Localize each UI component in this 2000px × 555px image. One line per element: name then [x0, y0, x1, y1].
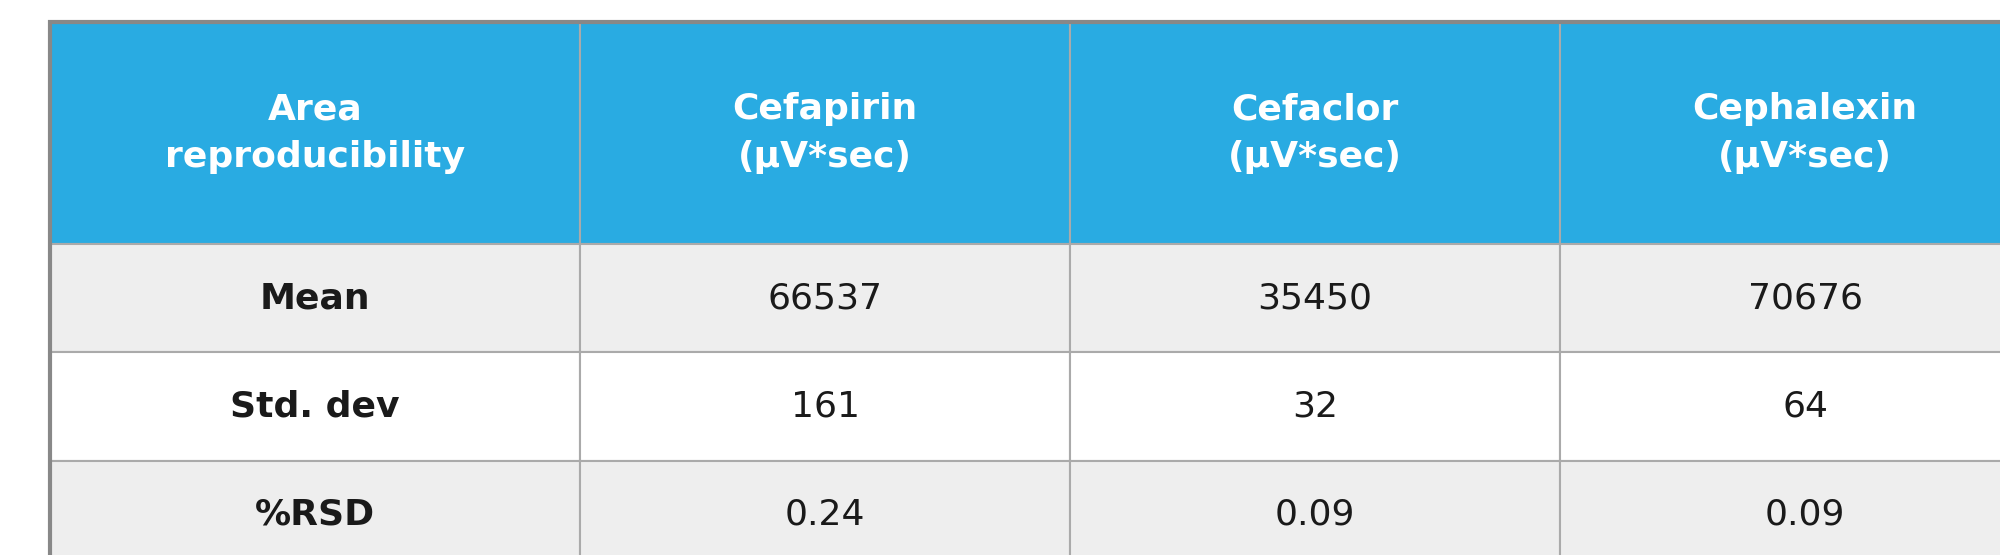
- Text: 64: 64: [1782, 390, 1828, 423]
- Text: Std. dev: Std. dev: [230, 390, 400, 423]
- Bar: [580, 352, 1070, 461]
- Bar: [580, 461, 1070, 555]
- Bar: [50, 244, 580, 352]
- Text: Cephalexin
(μV*sec): Cephalexin (μV*sec): [1692, 93, 1918, 174]
- Bar: [580, 244, 1070, 352]
- Bar: [1070, 244, 1560, 352]
- Bar: [1560, 22, 2000, 244]
- Text: 32: 32: [1292, 390, 1338, 423]
- Bar: [580, 22, 1070, 244]
- Text: 70676: 70676: [1748, 281, 1862, 315]
- Bar: [1070, 352, 1560, 461]
- Text: Cefaclor
(μV*sec): Cefaclor (μV*sec): [1228, 93, 1402, 174]
- Bar: [50, 22, 580, 244]
- Text: 0.09: 0.09: [1764, 498, 1846, 532]
- Bar: [1070, 461, 1560, 555]
- Bar: [1560, 352, 2000, 461]
- Text: Area
reproducibility: Area reproducibility: [164, 93, 466, 174]
- Text: %RSD: %RSD: [254, 498, 376, 532]
- Text: 35450: 35450: [1258, 281, 1372, 315]
- Bar: [1560, 461, 2000, 555]
- Text: Mean: Mean: [260, 281, 370, 315]
- Text: 0.24: 0.24: [784, 498, 866, 532]
- Bar: [50, 461, 580, 555]
- Bar: [1560, 244, 2000, 352]
- Bar: [50, 352, 580, 461]
- Text: 161: 161: [790, 390, 860, 423]
- Bar: [1070, 22, 1560, 244]
- Text: 66537: 66537: [768, 281, 882, 315]
- Text: Cefapirin
(μV*sec): Cefapirin (μV*sec): [732, 93, 918, 174]
- Text: 0.09: 0.09: [1274, 498, 1356, 532]
